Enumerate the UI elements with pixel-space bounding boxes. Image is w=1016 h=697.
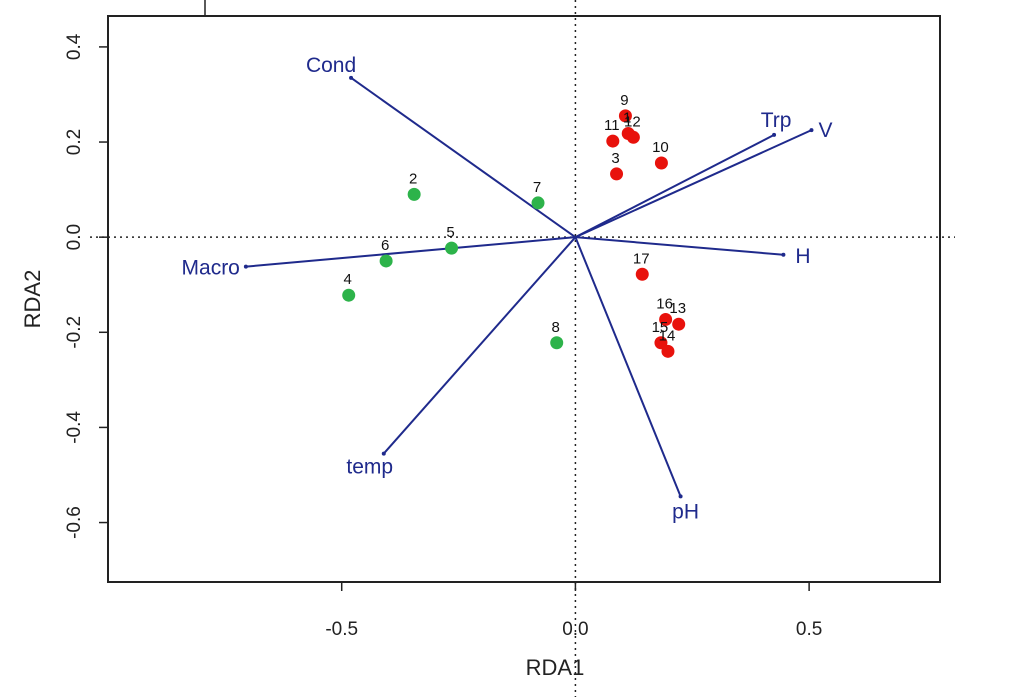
site-label-11: 11 <box>604 117 620 134</box>
y-tick-label--0-6: -0.6 <box>64 506 85 539</box>
site-label-17: 17 <box>633 250 650 267</box>
site-point-16 <box>659 312 673 326</box>
vector-tip-h <box>781 252 786 257</box>
y-axis: 0.4 0.2 0.0 -0.2 -0.4 -0.6 <box>64 33 108 539</box>
site-point-7 <box>531 196 545 210</box>
site-label-8: 8 <box>552 319 560 336</box>
y-tick-label--0-4: -0.4 <box>64 411 85 444</box>
site-label-13: 13 <box>669 300 686 317</box>
site-point-10 <box>654 156 668 170</box>
y-tick-label-0-4: 0.4 <box>64 33 85 60</box>
vector-tip-v <box>809 128 814 133</box>
x-tick-label--0-5: -0.5 <box>325 619 358 640</box>
site-point-11 <box>606 134 620 148</box>
site-point-12 <box>626 130 640 144</box>
site-point-14 <box>661 344 675 358</box>
site-label-14: 14 <box>659 327 676 344</box>
site-label-10: 10 <box>652 139 669 156</box>
vector-label-macro: Macro <box>182 257 240 280</box>
vector-h <box>575 236 784 256</box>
vector-label-h: H <box>795 245 810 268</box>
site-label-3: 3 <box>611 150 619 167</box>
site-point-2 <box>407 187 421 201</box>
vector-macro <box>245 236 576 268</box>
site-label-7: 7 <box>533 179 541 196</box>
site-point-5 <box>445 241 459 255</box>
y-tick-label-0-2: 0.2 <box>64 129 85 155</box>
site-label-12: 12 <box>624 113 641 130</box>
site-point-15 <box>654 336 668 350</box>
y-axis-title: RDA2 <box>20 270 45 329</box>
vector-cond <box>350 77 576 238</box>
x-axis: -0.5 0.0 0.5 <box>325 582 822 640</box>
y-tick-label-0-0: 0.0 <box>64 224 85 250</box>
site-point-8 <box>550 336 564 350</box>
site-label-16: 16 <box>656 295 673 312</box>
vector-label-temp: temp <box>346 456 393 479</box>
site-point-9 <box>618 109 632 123</box>
site-point-17 <box>635 267 649 281</box>
site-point-4 <box>342 288 356 302</box>
vector-temp <box>383 236 577 455</box>
vector-label-v: V <box>818 119 832 142</box>
site-label-6: 6 <box>381 237 389 254</box>
vector-tip-macro <box>243 264 248 269</box>
vector-tip-cond <box>349 75 354 80</box>
vector-label-trp: Trp <box>761 109 792 132</box>
vector-v <box>575 129 812 239</box>
site-label-5: 5 <box>446 224 454 241</box>
vector-trp <box>574 134 775 239</box>
site-label-2: 2 <box>409 170 417 187</box>
site-label-9: 9 <box>620 92 628 109</box>
y-tick-label--0-2: -0.2 <box>64 316 85 349</box>
vector-tip-ph <box>678 494 683 499</box>
vector-tip-trp <box>772 132 777 137</box>
site-label-4: 4 <box>344 271 352 288</box>
reference-lines <box>90 0 955 697</box>
vector-ph <box>574 236 682 497</box>
site-label-1: 1 <box>623 109 631 126</box>
x-tick-label-0-0: 0.0 <box>562 619 588 640</box>
site-point-6 <box>379 254 393 268</box>
environment-vectors: Cond Trp V HpH temp Macro <box>182 54 833 524</box>
x-tick-label-0-5: 0.5 <box>796 619 822 640</box>
site-point-13 <box>672 317 686 331</box>
vector-label-cond: Cond <box>306 54 356 77</box>
x-axis-title: RDA1 <box>526 655 585 680</box>
site-label-15: 15 <box>652 319 669 336</box>
vector-label-ph: pH <box>672 500 699 523</box>
site-point-3 <box>610 167 624 181</box>
plot-frame <box>107 15 941 583</box>
vector-tip-temp <box>381 451 386 456</box>
